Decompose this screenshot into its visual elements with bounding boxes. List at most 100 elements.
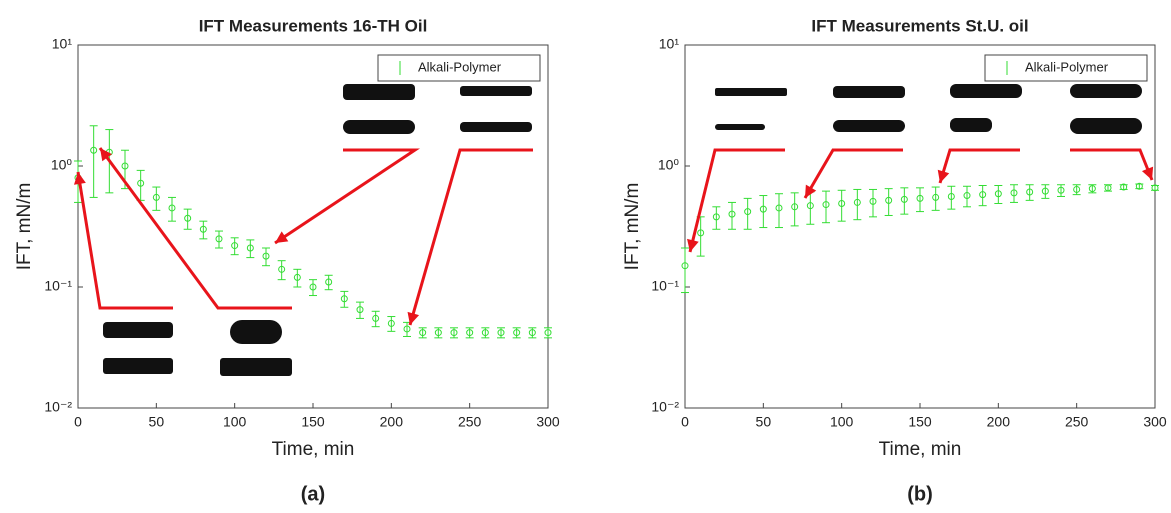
data-point — [1104, 184, 1112, 192]
chart-title: IFT Measurements 16-TH Oil — [199, 16, 428, 35]
droplet-image — [230, 320, 282, 344]
data-point — [791, 203, 799, 211]
y-tick-label: 10⁻¹ — [44, 278, 72, 294]
error-bar — [978, 184, 987, 207]
y-axis-label: IFT, mN/m — [14, 183, 35, 271]
data-point — [403, 325, 411, 333]
data-point — [744, 208, 752, 216]
data-point — [806, 202, 814, 210]
error-bar — [681, 247, 689, 294]
data-point — [231, 242, 239, 250]
error-bar — [1119, 184, 1128, 190]
error-bar — [1010, 184, 1018, 203]
error-bar — [900, 187, 909, 215]
plot-area — [684, 44, 1156, 409]
error-bar — [947, 185, 956, 210]
data-point — [434, 329, 442, 337]
droplet-image — [833, 120, 905, 132]
error-bar — [371, 310, 380, 328]
error-bar — [1025, 184, 1034, 201]
data-point — [1073, 185, 1081, 193]
legend-label: Alkali-Polymer — [418, 59, 502, 74]
x-tick-label: 250 — [458, 414, 482, 430]
arrow-head — [100, 148, 112, 162]
droplet-image — [950, 118, 992, 132]
error-bar — [324, 274, 333, 291]
data-point — [932, 193, 940, 201]
data-point — [900, 195, 908, 203]
data-point — [1010, 189, 1018, 197]
x-tick-label: 0 — [74, 414, 82, 430]
x-tick-label: 150 — [301, 414, 325, 430]
panel-label: (a) — [301, 483, 325, 505]
error-bar — [853, 188, 862, 221]
data-point — [340, 295, 348, 303]
data-point — [1026, 188, 1034, 196]
arrow-head — [407, 311, 420, 325]
y-tick-label: 10⁻² — [44, 399, 72, 415]
arrow — [408, 148, 533, 326]
error-bar — [931, 186, 940, 211]
droplet-image — [1070, 84, 1142, 98]
data-point — [513, 329, 521, 337]
x-tick-label: 50 — [756, 414, 772, 430]
data-point — [712, 213, 720, 221]
arrow-head — [805, 184, 817, 198]
data-point — [869, 197, 877, 205]
x-tick-label: 100 — [223, 414, 247, 430]
data-point — [356, 306, 364, 314]
panel-label: (b) — [907, 483, 933, 505]
legend-box — [984, 54, 1148, 82]
error-bar — [387, 316, 396, 332]
arrow-head — [937, 169, 950, 183]
droplet-image — [460, 122, 532, 132]
error-bar — [277, 260, 286, 281]
error-bar — [1057, 184, 1065, 197]
data-point — [278, 265, 286, 273]
data-point — [90, 146, 98, 154]
y-axis-label: IFT, mN/m — [622, 183, 643, 271]
error-bar — [89, 125, 98, 198]
data-point — [121, 162, 129, 170]
error-bar — [246, 239, 255, 259]
data-point — [199, 225, 207, 233]
x-tick-label: 100 — [830, 414, 854, 430]
x-tick-label: 150 — [908, 414, 932, 430]
data-point — [822, 201, 830, 209]
x-tick-label: 200 — [380, 414, 404, 430]
error-bar — [728, 201, 736, 230]
data-point — [775, 204, 783, 212]
error-bar — [963, 185, 971, 208]
data-point — [528, 329, 536, 337]
arrow — [803, 148, 903, 199]
error-bar — [309, 279, 317, 297]
arrow — [688, 148, 785, 253]
x-tick-label: 0 — [681, 414, 689, 430]
arrow — [76, 171, 173, 310]
data-point — [152, 193, 160, 201]
arrow-head — [73, 172, 86, 185]
error-bar — [293, 268, 302, 288]
data-point — [681, 262, 689, 270]
data-point — [1088, 185, 1096, 193]
data-point — [481, 329, 489, 337]
y-tick-label: 10¹ — [52, 36, 73, 52]
droplet-image — [715, 88, 787, 96]
data-point — [262, 252, 270, 260]
error-bar — [994, 184, 1003, 204]
data-point — [963, 192, 971, 200]
data-point — [544, 329, 552, 337]
data-point — [1120, 183, 1128, 191]
data-point — [184, 214, 192, 222]
data-point — [1041, 187, 1049, 195]
droplet-image — [833, 86, 905, 98]
chart-title: IFT Measurements St.U. oil — [811, 16, 1028, 35]
legend-box — [377, 54, 541, 82]
arrow — [98, 147, 292, 310]
error-bar — [183, 208, 192, 230]
droplet-image — [103, 358, 173, 374]
droplet-image — [460, 86, 532, 96]
error-bar — [869, 188, 877, 218]
data-point — [246, 244, 254, 252]
